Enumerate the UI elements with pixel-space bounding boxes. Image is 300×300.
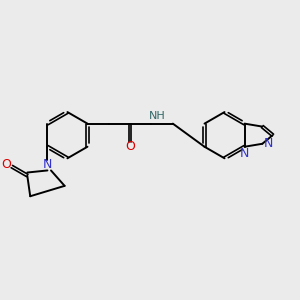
Text: NH: NH — [148, 111, 165, 121]
Text: N: N — [240, 147, 249, 160]
Text: N: N — [264, 137, 274, 150]
Text: O: O — [125, 140, 135, 153]
Text: O: O — [2, 158, 11, 171]
Text: N: N — [43, 158, 52, 171]
